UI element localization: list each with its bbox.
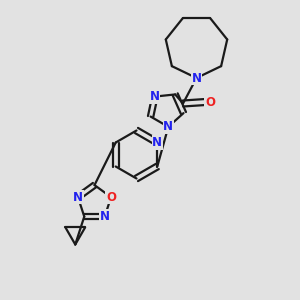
Text: N: N <box>191 71 202 85</box>
Text: N: N <box>150 90 160 103</box>
Text: O: O <box>106 190 116 204</box>
Text: O: O <box>205 95 215 109</box>
Text: N: N <box>152 136 162 149</box>
Text: N: N <box>100 210 110 223</box>
Text: N: N <box>163 120 173 133</box>
Text: N: N <box>73 190 83 204</box>
